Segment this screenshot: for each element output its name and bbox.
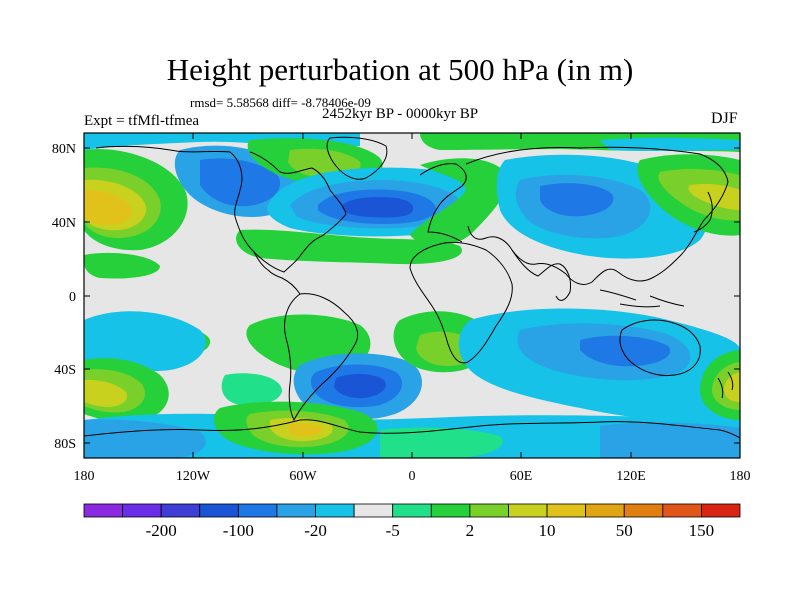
europe-positive	[236, 158, 508, 265]
colorbar-swatch	[585, 503, 625, 518]
colorbar-label: 10	[539, 521, 556, 540]
lat-tick-label: 0	[69, 290, 76, 305]
australia-coast	[619, 319, 701, 377]
greenland-coast	[326, 136, 388, 180]
new-zealand-coast	[717, 371, 734, 399]
colorbar	[83, 503, 741, 518]
europe-coast	[419, 163, 467, 243]
arctic-band	[420, 133, 740, 152]
colorbar-swatch	[83, 503, 123, 518]
lon-tick-label: 180	[74, 469, 95, 484]
colorbar-swatch	[315, 503, 355, 518]
lon-tick-label: 120W	[176, 469, 211, 484]
colorbar-label: -100	[223, 521, 254, 540]
colorbar-label: 2	[466, 521, 475, 540]
tick-marks	[84, 133, 740, 458]
colorbar-swatch	[701, 503, 741, 518]
colorbar-swatch	[160, 503, 201, 518]
colorbar-swatch	[199, 503, 239, 518]
colorbar-label: -20	[304, 521, 327, 540]
lon-tick-label: 0	[409, 469, 416, 484]
colorbar-swatch	[623, 503, 664, 518]
lat-tick-label: 80S	[54, 437, 76, 452]
colorbar-swatch	[237, 503, 278, 518]
japan-coast	[693, 191, 713, 233]
colorbar-swatch	[353, 503, 394, 518]
lat-tick-label: 80N	[52, 142, 76, 157]
lon-tick-label: 180	[730, 469, 751, 484]
time-period-label: 2452kyr BP - 0000kyr BP	[322, 106, 479, 122]
arabia-india-coast	[511, 249, 571, 301]
colorbar-swatch	[430, 503, 471, 518]
south-pacific-patterns	[84, 311, 206, 422]
colorbar-swatch	[392, 503, 432, 518]
experiment-label: Expt = tfMfl-tfmea	[84, 113, 200, 129]
height-perturbation-field	[84, 133, 740, 458]
central-america-coast	[253, 251, 301, 295]
colorbar-labels: -200 -100 -20 -5 2 10 50 150	[146, 521, 715, 540]
ne-asia-positive	[637, 154, 740, 236]
asia-coast	[465, 146, 729, 285]
north-america-coast	[95, 145, 347, 273]
indian-ocean-negative	[458, 308, 740, 422]
colorbar-label: 50	[616, 521, 633, 540]
africa-coast	[409, 241, 513, 364]
coastlines	[84, 136, 740, 439]
south-america-coast	[284, 293, 359, 422]
colorbar-swatch	[662, 503, 702, 518]
colorbar-swatch	[122, 503, 162, 518]
rmsd-diff-stats: rmsd= 5.58568 diff= -8.78406e-09	[190, 95, 371, 110]
southern-ocean-bands	[84, 401, 740, 458]
colorbar-label: 150	[689, 521, 715, 540]
season-label: DJF	[711, 110, 738, 127]
colorbar-swatch	[546, 503, 587, 518]
colorbar-swatch	[469, 503, 509, 518]
map-title: Height perturbation at 500 hPa (in m)	[166, 52, 634, 87]
colorbar-swatch	[508, 503, 548, 518]
lon-tick-label: 60W	[289, 469, 317, 484]
lon-tick-label: 120E	[616, 469, 646, 484]
south-atlantic-negative	[293, 353, 422, 420]
se-asia-islands	[599, 289, 685, 308]
colorbar-label: -200	[146, 521, 177, 540]
lon-tick-label: 60E	[510, 469, 533, 484]
pacific-nw-positive	[84, 149, 188, 251]
colorbar-label: -5	[386, 521, 400, 540]
south-pacific-east-positive	[700, 350, 740, 420]
colorbar-swatch	[276, 503, 316, 518]
lat-tick-label: 40N	[52, 216, 76, 231]
lat-tick-label: 40S	[54, 363, 76, 378]
antarctica-coast	[84, 419, 740, 439]
